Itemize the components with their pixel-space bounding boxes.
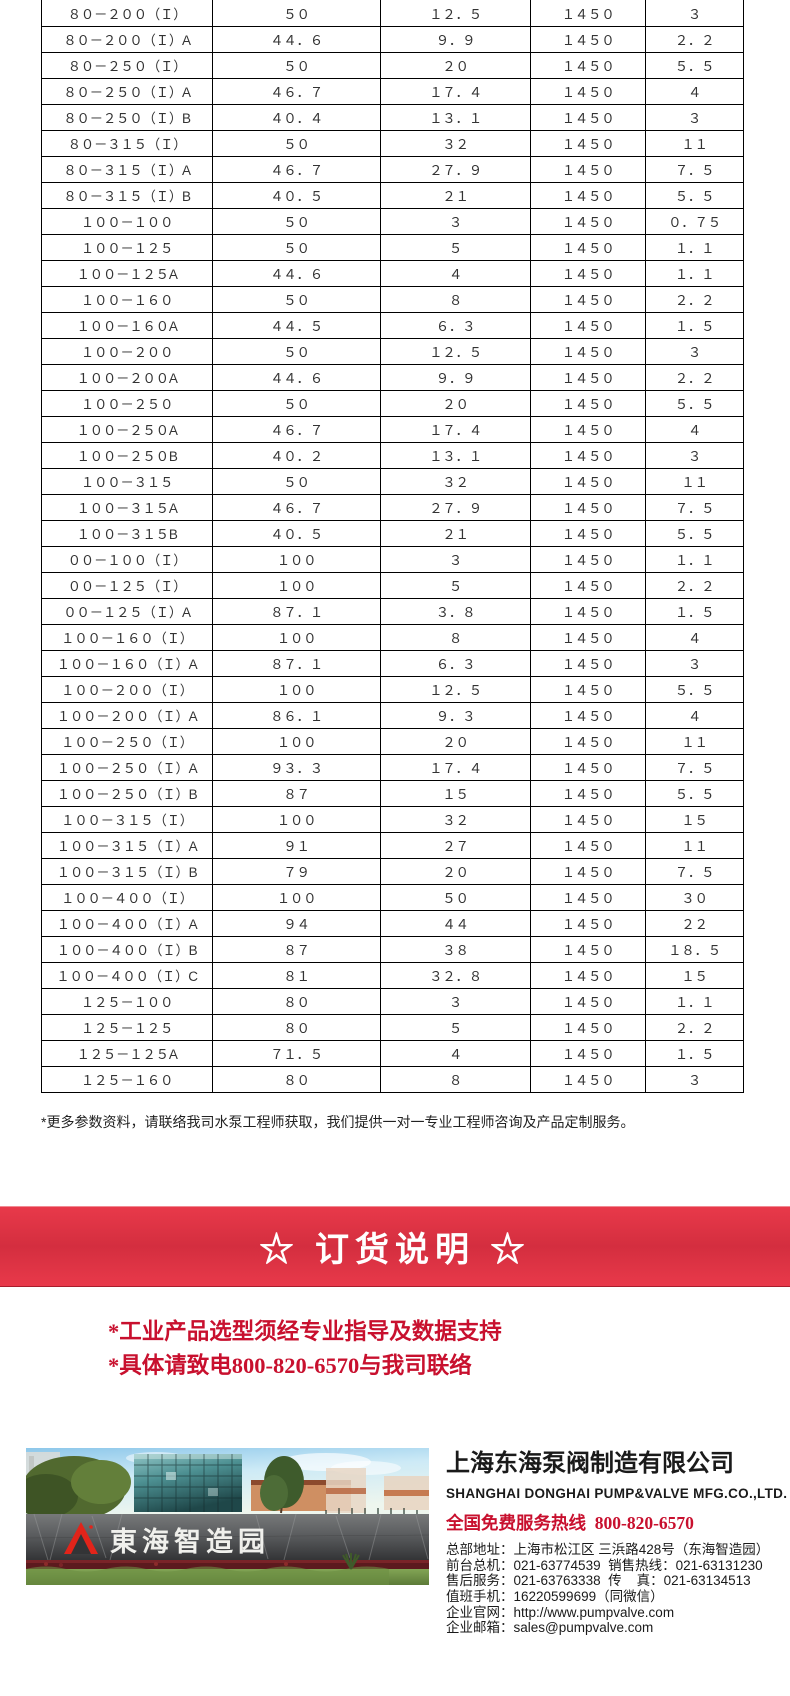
svg-text:東海智造园: 東海智造园 [110, 1527, 270, 1557]
